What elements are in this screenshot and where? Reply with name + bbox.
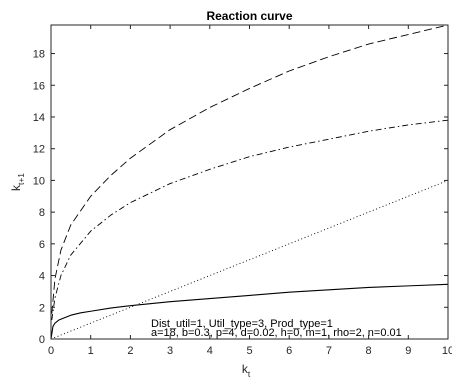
series-layer xyxy=(50,24,449,340)
parameter-note-line-1: Dist_util=1, Util_type=3, Prod_type=1 xyxy=(151,318,333,330)
y-tick-label: 6 xyxy=(39,239,45,251)
y-tick-label: 16 xyxy=(33,80,45,92)
x-tick-label: 6 xyxy=(286,345,292,357)
y-axis-label-base: k xyxy=(9,184,23,191)
x-axis-label-subscript: t xyxy=(248,369,251,378)
x-axis-label-base: k xyxy=(242,362,249,376)
y-tick-label: 4 xyxy=(39,271,45,283)
x-tick-label: 1 xyxy=(88,345,94,357)
y-tick-label: 2 xyxy=(39,302,45,314)
x-tick-label: 8 xyxy=(366,345,372,357)
parameter-note-line-2: a=18, b=0.3, p=4, d=0.02, h=0, m=1, rho=… xyxy=(151,327,402,339)
x-tick-label: 3 xyxy=(167,345,173,357)
plot-area xyxy=(51,25,448,339)
y-axis-label: kt+1 xyxy=(9,173,26,191)
series-line-solid xyxy=(50,283,449,340)
series-line-dotted xyxy=(50,179,449,340)
x-tick-label: 9 xyxy=(405,345,411,357)
series-line-dashed xyxy=(51,24,449,314)
x-tick-label: 7 xyxy=(326,345,332,357)
y-tick-label: 8 xyxy=(39,207,45,219)
y-axis-label-subscript: t+1 xyxy=(16,173,26,185)
y-tick-label: 14 xyxy=(33,112,45,124)
series-line-dashdot xyxy=(51,119,449,321)
x-axis-label: kt xyxy=(242,362,251,378)
y-tick-label: 12 xyxy=(33,144,45,156)
y-tick-label: 10 xyxy=(33,175,45,187)
x-tick-label: 2 xyxy=(127,345,133,357)
x-tick-label: 0 xyxy=(48,345,54,357)
y-tick-label: 0 xyxy=(39,334,45,346)
x-tick-label: 4 xyxy=(207,345,213,357)
chart-title: Reaction curve xyxy=(206,9,292,23)
x-tick-label: 10 xyxy=(442,345,452,357)
x-tick-label: 5 xyxy=(246,345,252,357)
y-tick-label: 18 xyxy=(33,49,45,61)
